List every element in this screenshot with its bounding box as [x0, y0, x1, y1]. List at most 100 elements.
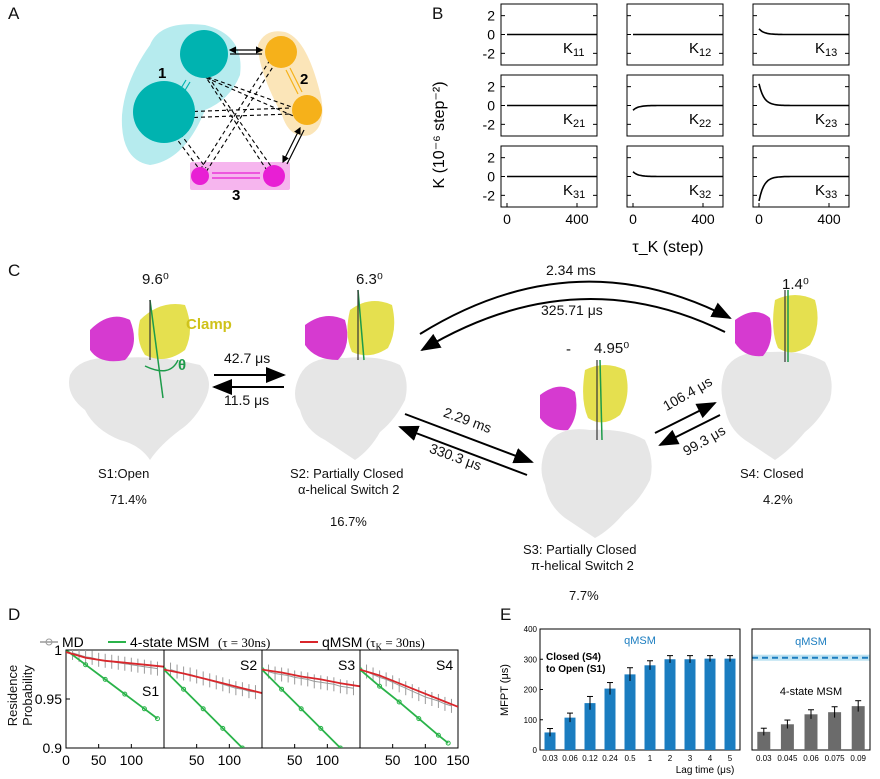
mfpt-xtick-label: 0.12 [582, 754, 598, 763]
kernel-ytick-label: -2 [483, 116, 496, 132]
series-md [366, 671, 452, 707]
protein-s3 [540, 359, 652, 538]
mfpt-xtick-label: 2 [668, 754, 673, 763]
residence-xtick-label: 150 [446, 752, 470, 768]
state-pct-s3: 7.7% [569, 588, 599, 603]
msm-marker [377, 683, 383, 689]
mfpt-left-note-2: to Open (S1) [546, 664, 605, 675]
mfpt-bar [851, 706, 865, 750]
msm-marker [102, 676, 108, 682]
residence-xtick-label: 50 [189, 752, 205, 768]
mfpt-ytick-label: 0 [533, 746, 538, 755]
protein-s4 [721, 290, 832, 460]
angle-s4: 1.4⁰ [782, 276, 809, 293]
state-sub-s3: π-helical Switch 2 [531, 558, 634, 573]
residence-subplot-s2 [164, 662, 262, 748]
mfpt-xtick-label: 0.075 [825, 754, 846, 763]
panel-label-b: B [432, 4, 444, 23]
state-name-s1: S1:Open [98, 466, 150, 481]
legend-msm-tau: (τ = 30ns) [218, 635, 270, 650]
residence-xtick-label: 100 [316, 752, 340, 768]
msm-marker [337, 745, 343, 748]
mfpt-right-title: qMSM [795, 636, 827, 648]
kernel-curve-k22 [632, 104, 723, 111]
mfpt-ytick-label: 400 [524, 625, 538, 634]
theta-label: θ [178, 357, 187, 374]
residence-subplot-frame [261, 649, 361, 749]
kernel-xtick-label: 0 [755, 211, 763, 227]
residence-subplot-title: S1 [142, 683, 159, 699]
state-circle-2a [265, 36, 297, 68]
halo-group-3 [190, 162, 290, 190]
msm-marker [396, 699, 402, 705]
series-4-state-msm [66, 650, 159, 720]
mfpt-left-title: qMSM [624, 635, 656, 647]
series-4-state-msm [164, 668, 244, 748]
kernel-ytick-label: 2 [487, 79, 495, 95]
angle-s1: 9.6⁰ [142, 271, 169, 288]
mfpt-bar [684, 659, 696, 750]
kernel-xtick-label: 400 [691, 211, 715, 227]
group-label-1: 1 [158, 65, 166, 82]
mfpt-xtick-label: 0.5 [624, 754, 636, 763]
mfpt-xtick-label: 0.24 [602, 754, 618, 763]
legend-msm-label: 4-state MSM [130, 634, 209, 650]
msm-marker [83, 662, 89, 668]
state-pct-s1: 71.4% [110, 492, 147, 507]
kernel-curve-k33 [758, 175, 849, 202]
mfpt-bar [664, 659, 676, 750]
dash-mark-s3: - [566, 341, 571, 358]
panel-label-d: D [8, 605, 21, 624]
kernel-curve-k23 [758, 83, 849, 107]
state-circle-3b [263, 165, 285, 187]
kernel-ytick-label: 0 [487, 98, 495, 114]
state-circle-1b [133, 81, 195, 143]
mfpt-bar [757, 731, 771, 750]
kernel-xtick-label: 0 [503, 211, 511, 227]
residence-xtick-label: 50 [287, 752, 303, 768]
msm-marker [122, 691, 128, 697]
mfpt-xtick-label: 0.09 [850, 754, 866, 763]
protein-s1 [69, 299, 209, 460]
kernel-ytick-label: 2 [487, 8, 495, 24]
legend-md-marker [45, 638, 53, 646]
mfpt-xtick-label: 0.045 [777, 754, 798, 763]
series-qmsm [66, 651, 164, 668]
state-name-s2: S2: Partially Closed [290, 466, 404, 481]
kernel-curve-k13 [758, 28, 849, 36]
mfpt-ytick-label: 300 [524, 655, 538, 664]
series-qmsm [164, 668, 262, 694]
mfpt-xtick-label: 0.06 [803, 754, 819, 763]
mfpt-bar [624, 674, 636, 750]
kernel-ylabel: K (10⁻⁶ step⁻²) [431, 81, 448, 188]
residence-subplot-title: S2 [240, 657, 257, 673]
residence-subplot-s4 [360, 664, 458, 746]
mfpt-xtick-label: 1 [648, 754, 653, 763]
state-circle-2b [292, 95, 322, 125]
series-qmsm [360, 668, 458, 708]
kernel-xtick-label: 0 [629, 211, 637, 227]
qmsm-reference-band [752, 654, 870, 661]
rate-s2-s1: 11.5 μs [224, 392, 270, 408]
protein-s2 [295, 289, 407, 460]
residence-xtick-label: 100 [120, 752, 144, 768]
legend-md-label: MD [62, 634, 84, 650]
mfpt-ylabel: MFPT (μs) [499, 664, 511, 716]
group-label-2: 2 [300, 71, 308, 88]
mfpt-bar [564, 717, 576, 750]
series-4-state-msm [262, 668, 342, 748]
residence-xtick-label: 100 [414, 752, 438, 768]
msm-marker [141, 706, 147, 712]
mfpt-xtick-label: 0.06 [562, 754, 578, 763]
mfpt-right-note: 4-state MSM [780, 686, 842, 698]
panel-label-c: C [8, 261, 21, 280]
mfpt-bar [544, 732, 556, 750]
kernel-ytick-label: 2 [487, 150, 495, 166]
msm-marker [318, 725, 324, 731]
residence-xtick-label: 50 [91, 752, 107, 768]
kernel-ytick-label: 0 [487, 27, 495, 43]
